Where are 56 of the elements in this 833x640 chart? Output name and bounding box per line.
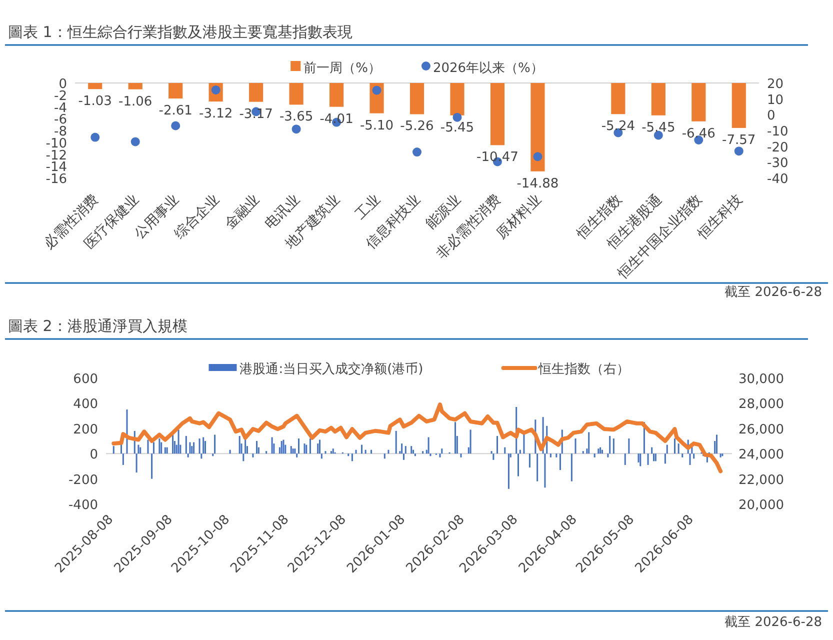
data-label: -3.65 (279, 110, 314, 125)
y-tick-label: 400 (73, 397, 98, 412)
y-tick-label: 0 (90, 448, 98, 463)
data-label: -1.06 (118, 94, 152, 110)
data-label: -3.17 (239, 106, 273, 122)
title: 圖表 2：港股通淨買入規模 (8, 317, 188, 335)
point (412, 148, 422, 157)
data-label: -14.88 (516, 176, 559, 192)
line-series (112, 402, 723, 474)
data-label: -6.46 (682, 126, 716, 142)
data-label: -3.12 (199, 106, 233, 122)
y2-tick-label: 10 (767, 92, 784, 108)
y-tick-label: -16 (46, 172, 67, 187)
point (130, 137, 140, 146)
y-tick-label: 200 (73, 422, 98, 438)
y2-tick-label: -40 (767, 172, 788, 187)
legend-label: 前一周（%） (304, 61, 381, 76)
point (372, 86, 382, 95)
x-tick-label: 金融业 (222, 192, 263, 233)
data-label: -4.01 (320, 112, 354, 127)
point (171, 121, 180, 130)
point (533, 152, 542, 162)
point (90, 132, 100, 142)
point (292, 124, 301, 134)
y2-tick-label: 24,000 (738, 448, 784, 463)
y-tick-label: 600 (73, 372, 98, 387)
data-label: -5.10 (360, 118, 394, 134)
y2-tick-label: -30 (767, 156, 788, 172)
y2-tick-label: 26,000 (738, 422, 784, 438)
y2-tick-label: 30,000 (738, 372, 784, 387)
data-label: -2.61 (158, 103, 192, 118)
y2-tick-label: 20,000 (738, 498, 784, 513)
point (452, 112, 462, 122)
y2-tick-label: 20 (767, 77, 784, 92)
data-label: -5.24 (601, 119, 635, 134)
title: 圖表 1：恒生綜合行業指數及港股主要寬基指數表現 (8, 23, 352, 41)
data-label: -5.26 (400, 119, 434, 134)
legend-label: 2026年以来（%） (432, 61, 544, 76)
data-label: -7.57 (722, 132, 756, 148)
y2-tick-label: 0 (767, 108, 776, 124)
data-label: -5.45 (440, 120, 474, 136)
x-tick-label: 工业 (352, 192, 384, 223)
legend-label: 港股通:当日买入成交净额(港币) (240, 361, 424, 377)
data-label: -5.45 (642, 120, 676, 136)
y2-tick-label: -10 (767, 124, 788, 140)
text: 截至 2026-6-28 (724, 285, 822, 300)
text: 截至 2026-6-28 (724, 615, 822, 630)
legend-label: 恒生指数（右） (537, 362, 630, 377)
y2-tick-label: 28,000 (738, 397, 784, 412)
y2-tick-label: 22,000 (738, 472, 784, 488)
y2-tick-label: -20 (767, 140, 788, 156)
data-label: -1.03 (78, 94, 112, 110)
data-label: -10.47 (476, 150, 518, 166)
point (734, 146, 744, 156)
y-tick-label: -200 (68, 472, 98, 488)
y-tick-label: -400 (68, 498, 98, 513)
